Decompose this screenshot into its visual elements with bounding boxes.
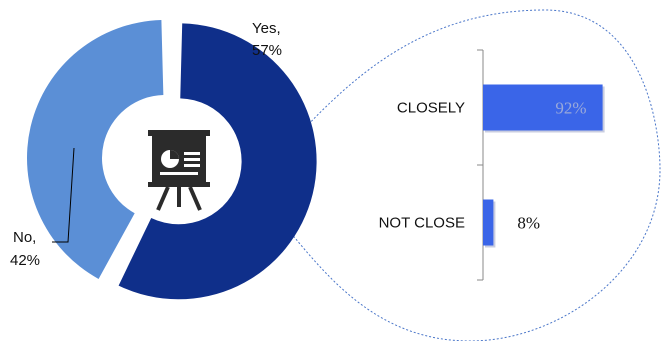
value-label: 92%: [555, 99, 586, 118]
donut-chart: [27, 20, 317, 300]
slice-label-no-line1: No,: [13, 229, 36, 246]
value-label: 8%: [517, 214, 540, 233]
donut-slice-no: [27, 20, 164, 279]
bar-closely: [483, 84, 603, 131]
donut-slice-yes: [118, 23, 317, 300]
bar-not-close: [483, 199, 494, 246]
slice-label-no-line2: 42%: [10, 252, 40, 269]
no-leader-line: [52, 147, 75, 243]
presentation-board-icon: [148, 130, 210, 211]
slice-label-yes-line2: 57%: [252, 42, 282, 59]
bar-chart: CLOSELY 92% NOT CLOSE 8%: [379, 49, 605, 281]
category-label: CLOSELY: [397, 100, 465, 117]
category-label: NOT CLOSE: [379, 215, 465, 232]
callout-outline: [289, 9, 661, 341]
slice-label-yes-line1: Yes,: [252, 20, 281, 37]
